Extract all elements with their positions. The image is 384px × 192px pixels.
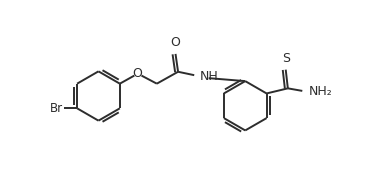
Text: O: O bbox=[170, 36, 180, 49]
Text: O: O bbox=[133, 67, 142, 80]
Text: NH: NH bbox=[199, 70, 218, 83]
Text: S: S bbox=[282, 51, 290, 65]
Text: Br: Br bbox=[50, 102, 63, 115]
Text: NH₂: NH₂ bbox=[308, 85, 332, 98]
